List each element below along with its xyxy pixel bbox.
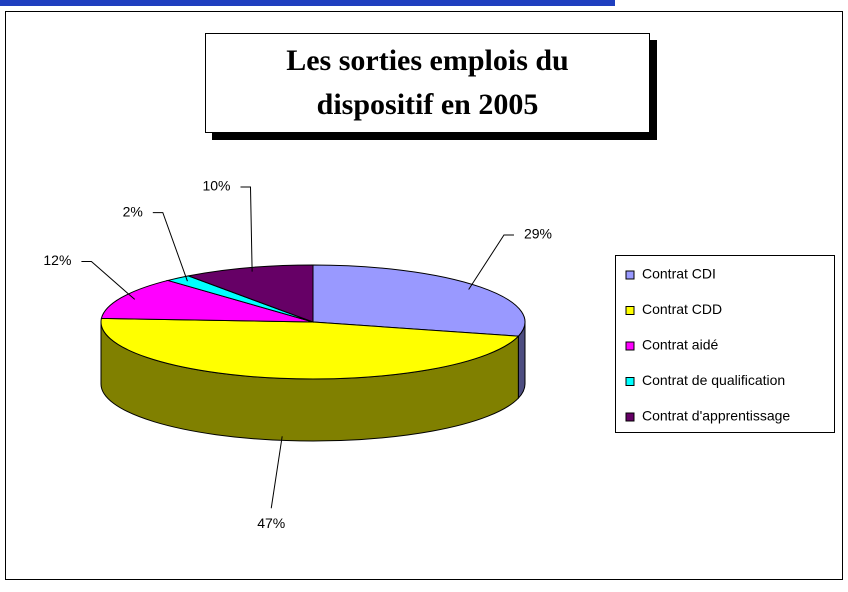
- slice: [186, 264, 314, 323]
- legend: [615, 255, 835, 433]
- leader-line: [468, 234, 514, 290]
- legend-swatch: [625, 341, 635, 351]
- leader-line: [152, 212, 188, 282]
- legend-swatch: [625, 377, 635, 386]
- data-label: 12%: [43, 252, 71, 268]
- data-label: 2%: [123, 203, 143, 219]
- leader-line: [270, 436, 283, 509]
- leader-line: [240, 186, 253, 272]
- data-label: 47%: [257, 515, 285, 531]
- legend-swatch: [625, 412, 635, 422]
- legend-label: Contrat d'apprentissage: [642, 408, 790, 424]
- legend-label: Contrat aidé: [642, 337, 718, 353]
- legend-swatch: [625, 270, 635, 280]
- slice: [100, 317, 520, 380]
- chart-title: Les sorties emplois du dispositif en 200…: [205, 33, 650, 133]
- legend-label: Contrat CDD: [642, 301, 722, 317]
- leader-line: [81, 261, 136, 300]
- data-label: 10%: [202, 178, 230, 194]
- legend-label: Contrat de qualification: [642, 372, 785, 388]
- top-bar: [0, 0, 615, 6]
- slice: [100, 279, 314, 323]
- legend-label: Contrat CDI: [642, 266, 716, 282]
- data-label: 29%: [524, 226, 552, 242]
- slice: [312, 264, 526, 337]
- legend-swatch: [625, 306, 635, 315]
